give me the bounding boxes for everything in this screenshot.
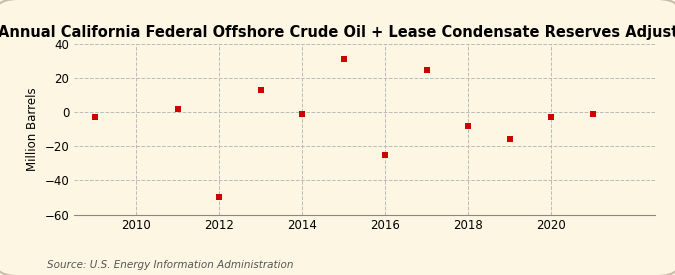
Text: Source: U.S. Energy Information Administration: Source: U.S. Energy Information Administ…: [47, 260, 294, 270]
Point: [380, 153, 391, 157]
Y-axis label: Million Barrels: Million Barrels: [26, 87, 39, 171]
Title: Annual California Federal Offshore Crude Oil + Lease Condensate Reserves Adjustm: Annual California Federal Offshore Crude…: [0, 25, 675, 40]
Point: [173, 107, 184, 111]
Point: [90, 115, 101, 120]
Point: [297, 112, 308, 116]
Point: [214, 195, 225, 200]
Point: [587, 112, 598, 116]
Point: [463, 124, 474, 128]
Point: [255, 88, 266, 92]
Point: [338, 57, 349, 62]
Point: [504, 137, 515, 142]
Point: [545, 115, 556, 120]
Point: [421, 67, 432, 72]
